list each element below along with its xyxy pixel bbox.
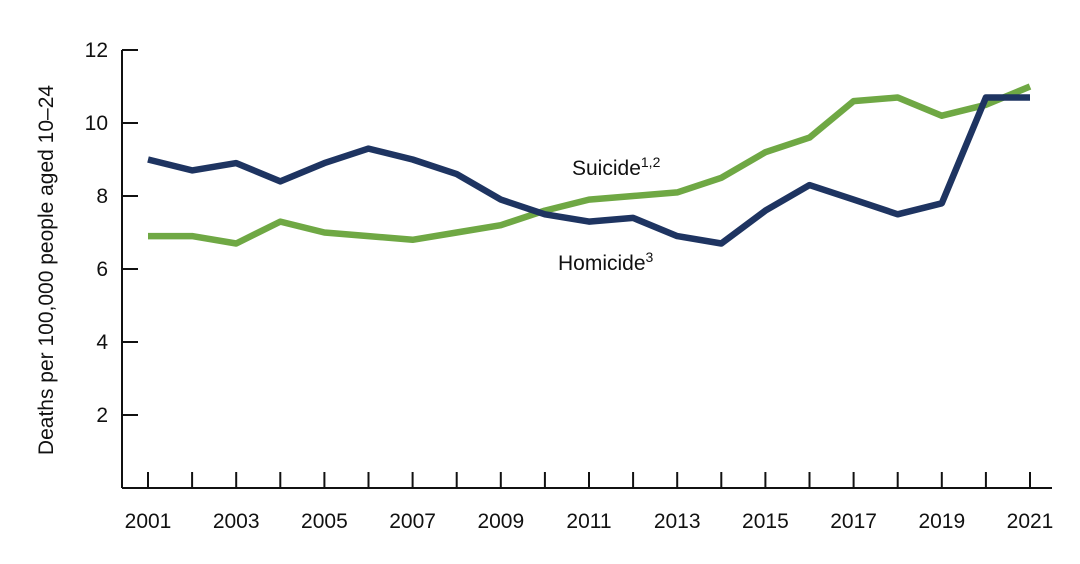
- series-label-homicide-name: Homicide: [558, 252, 646, 275]
- x-tick-label: 2007: [389, 510, 436, 533]
- x-tick-label: 2021: [1007, 510, 1054, 533]
- y-tick-label: 4: [96, 331, 108, 354]
- series-label-suicide: Suicide1,2: [572, 154, 661, 180]
- x-tick-label: 2019: [918, 510, 965, 533]
- series-line-suicide: [148, 83, 1032, 247]
- x-tick-label: 2001: [125, 510, 172, 533]
- x-tick-label: 2017: [830, 510, 877, 533]
- series-line-homicide: [147, 94, 1030, 247]
- y-tick-label: 12: [85, 39, 108, 62]
- y-tick-label: 8: [96, 185, 108, 208]
- x-tick-label: 2011: [566, 510, 611, 533]
- y-axis-title: Deaths per 100,000 people aged 10–24: [35, 85, 58, 455]
- y-tick-label: 10: [85, 112, 108, 135]
- series-label-homicide-superscript: 3: [646, 249, 654, 265]
- x-tick-label: 2003: [213, 510, 260, 533]
- y-tick-label: 6: [96, 258, 108, 281]
- series-label-suicide-superscript: 1,2: [641, 154, 661, 170]
- series-lines: [147, 83, 1032, 247]
- x-ticks: 2001 2003 2005 2007 2009 2011 2013 2015 2017 2019…: [125, 472, 1054, 533]
- x-tick-label: 2009: [477, 510, 524, 533]
- x-tick-label: 2013: [654, 510, 701, 533]
- series-label-suicide-name: Suicide: [572, 157, 641, 180]
- series-label-homicide: Homicide3: [558, 249, 654, 275]
- x-tick-label: 2015: [742, 510, 789, 533]
- y-ticks: 2 4 6 8 10 12: [85, 39, 138, 427]
- y-tick-label: 2: [96, 404, 108, 427]
- x-tick-label: 2005: [301, 510, 348, 533]
